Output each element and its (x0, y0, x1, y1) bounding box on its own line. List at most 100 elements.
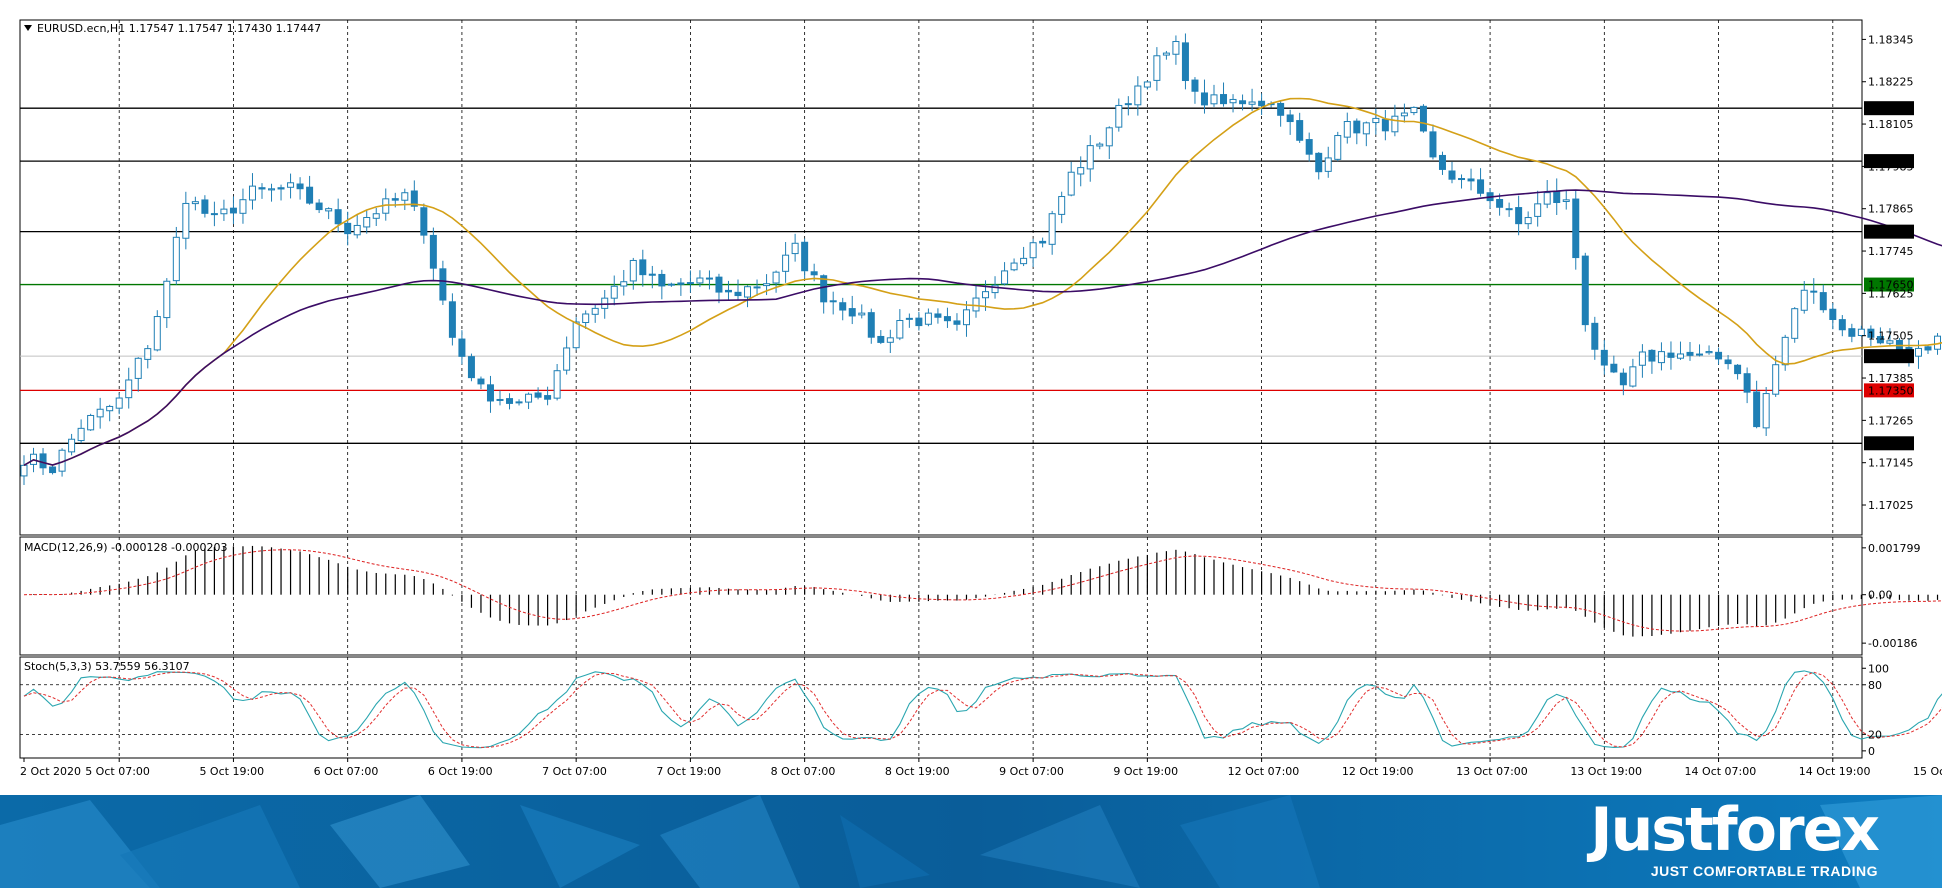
candle-body (1162, 52, 1170, 56)
candle-body (1334, 135, 1342, 160)
time-tick-label: 9 Oct 19:00 (1113, 765, 1178, 778)
last-price-tag (1864, 349, 1914, 364)
candle-body (1315, 152, 1323, 173)
candle-body (1791, 308, 1799, 339)
price-tick-label: 1.17385 (1868, 372, 1914, 385)
candle-body (506, 398, 514, 404)
candle-body (1496, 199, 1504, 208)
candle-body (1715, 351, 1723, 360)
candle-body (1743, 373, 1751, 393)
stochastic-panel[interactable] (19, 656, 1863, 759)
stochastic-lines (20, 670, 1942, 749)
candle-body (1648, 349, 1656, 362)
candle-body (1810, 290, 1818, 293)
candle-body (791, 242, 799, 255)
candle-body (553, 370, 561, 399)
candle-body (344, 222, 352, 235)
candle-body (601, 297, 609, 309)
candle-body (1848, 328, 1856, 337)
dropdown-triangle-icon[interactable] (24, 25, 32, 31)
candle-body (1001, 270, 1009, 285)
candle-body (448, 301, 456, 338)
candle-body (696, 277, 704, 284)
candle-body (1467, 178, 1475, 182)
candle-body (163, 280, 171, 319)
main-price-panel[interactable] (19, 19, 1863, 536)
level-price-label: 1.17650 (1868, 279, 1914, 292)
candle-body (1886, 340, 1894, 344)
stoch-signal-line (23, 671, 1942, 748)
candle-body (486, 384, 494, 402)
candle-body (1857, 328, 1865, 337)
candle-body (763, 283, 771, 287)
candle-body (648, 273, 656, 276)
macd-panel[interactable] (19, 536, 1863, 656)
candle-body (1696, 353, 1704, 356)
candle-body (982, 291, 990, 299)
candle-body (962, 309, 970, 326)
level-price-tag (1864, 436, 1914, 451)
macd-signal-line (23, 549, 1942, 632)
candle-body (1867, 328, 1875, 338)
candle-body (1067, 171, 1075, 196)
candle-body (1124, 103, 1132, 106)
candle-body (1753, 391, 1761, 428)
candle-body (1924, 346, 1932, 351)
candle-body (1143, 81, 1151, 88)
candle-body (210, 213, 218, 216)
price-tick-label: 1.17145 (1868, 457, 1914, 470)
candle-body (115, 397, 123, 409)
candle-body (677, 282, 685, 285)
support-resistance-levels (20, 107, 1862, 444)
candle-body (934, 313, 942, 318)
last-price-label: 1.17447 (1868, 350, 1914, 363)
time-tick-label: 6 Oct 19:00 (428, 765, 493, 778)
candle-body (658, 273, 666, 287)
level-price-tag (1864, 101, 1914, 116)
time-tick-label: 15 Oct 07:00 (1913, 765, 1942, 778)
candle-body (1800, 289, 1808, 311)
candle-body (1686, 351, 1694, 356)
price-axis: 1.18150 1.18000 1.17800 1.17650 1.17350 1.172… (1862, 33, 1921, 758)
candle-body (496, 398, 504, 401)
candle-body (1239, 100, 1247, 105)
candle-body (1400, 112, 1408, 117)
candle-body (1048, 213, 1056, 245)
candle-body (744, 286, 752, 298)
candle-body (106, 405, 114, 412)
symbol-header: EURUSD.ecn,H1 1.17547 1.17547 1.17430 1.… (37, 22, 321, 35)
stoch-tick-label: 80 (1868, 679, 1882, 692)
candle-body (839, 302, 847, 311)
candle-body (1181, 42, 1189, 82)
candle-body (1258, 100, 1266, 107)
candle-body (915, 317, 923, 327)
candle-body (429, 234, 437, 269)
candle-body (867, 312, 875, 338)
candle-body (1381, 118, 1389, 132)
chart-canvas[interactable]: 1.18150 1.18000 1.17800 1.17650 1.17350 1.172… (0, 0, 1942, 795)
candle-body (372, 213, 380, 219)
candle-body (439, 268, 447, 301)
brand-background (0, 795, 1942, 888)
candle-body (1343, 121, 1351, 138)
macd-tick-label: -0.00186 (1868, 637, 1917, 650)
stoch-main-line (23, 670, 1942, 749)
candle-body (77, 427, 85, 442)
candle-body (182, 202, 190, 239)
time-tick-label: 5 Oct 19:00 (199, 765, 264, 778)
candle-body (1058, 196, 1066, 215)
candle-body (943, 316, 951, 322)
candle-body (572, 321, 580, 349)
price-tick-label: 1.17745 (1868, 245, 1914, 258)
candle-body (1248, 101, 1256, 105)
candle-body (515, 401, 523, 404)
candle-body (848, 308, 856, 317)
candle-body (1572, 198, 1580, 259)
candle-body (229, 207, 237, 214)
candle-body (1220, 94, 1228, 105)
candle-body (1610, 363, 1618, 373)
candle-body (1876, 336, 1884, 344)
candle-body (582, 313, 590, 324)
candle-body (391, 198, 399, 201)
candle-body (220, 208, 228, 215)
